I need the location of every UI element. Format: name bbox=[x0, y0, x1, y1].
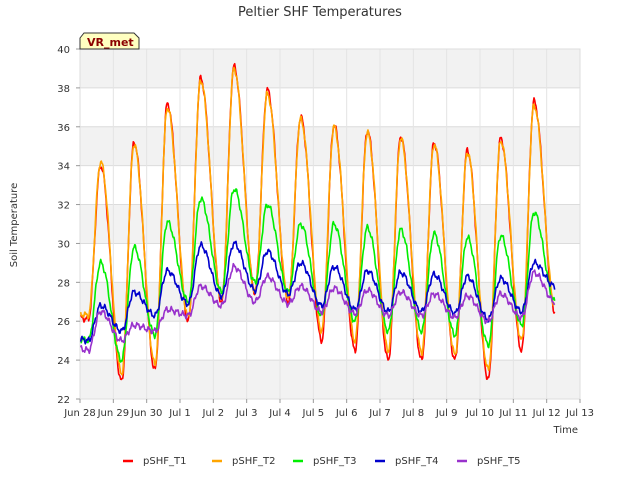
legend-label: pSHF_T1 bbox=[143, 456, 186, 467]
plot-background-bands bbox=[80, 49, 580, 399]
y-tick-label: 30 bbox=[57, 239, 70, 250]
x-tick-label: Jul 10 bbox=[465, 408, 494, 419]
x-tick-label: Jul 5 bbox=[302, 408, 325, 419]
series-line-pSHF_T5 bbox=[79, 262, 556, 355]
x-axis-ticks: Jun 28 Jun 29 Jun 30 Jul 1 Jul 2 Jul 3 Jul 4 Ju… bbox=[63, 399, 594, 419]
y-axis-ticks: 22 24 26 28 30 32 34 36 38 40 bbox=[57, 45, 80, 406]
x-tick-label: Jul 9 bbox=[435, 408, 458, 419]
site-badge: VR_met bbox=[79, 32, 140, 50]
series-line-pSHF_T4 bbox=[79, 240, 556, 345]
y-tick-label: 36 bbox=[57, 123, 70, 134]
legend-label: pSHF_T4 bbox=[395, 456, 438, 467]
x-tick-label: Jul 2 bbox=[202, 408, 225, 419]
x-tick-label: Jul 11 bbox=[498, 408, 527, 419]
y-tick-label: 22 bbox=[57, 395, 70, 406]
x-tick-label: Jun 29 bbox=[97, 408, 130, 419]
plot-band bbox=[80, 49, 580, 88]
x-tick-label: Jun 30 bbox=[130, 408, 163, 419]
x-tick-label: Jul 6 bbox=[335, 408, 358, 419]
x-axis-label: Time bbox=[553, 425, 578, 436]
y-tick-label: 26 bbox=[57, 317, 70, 328]
x-tick-label: Jul 12 bbox=[532, 408, 561, 419]
y-tick-label: 24 bbox=[57, 356, 70, 367]
site-badge-label: VR_met bbox=[87, 36, 134, 49]
legend-label: pSHF_T5 bbox=[477, 456, 520, 467]
x-tick-label: Jun 28 bbox=[63, 408, 96, 419]
y-axis-label: Soil Temperature bbox=[9, 183, 20, 268]
x-tick-label: Jul 13 bbox=[565, 408, 594, 419]
plot-band bbox=[80, 87, 580, 127]
site-badge-shape bbox=[79, 32, 140, 50]
x-tick-label: Jul 4 bbox=[268, 408, 291, 419]
plot-band bbox=[80, 360, 580, 399]
y-tick-label: 40 bbox=[57, 45, 70, 56]
series-lines bbox=[79, 62, 556, 381]
y-tick-label: 28 bbox=[57, 278, 70, 289]
legend-label: pSHF_T3 bbox=[313, 456, 356, 467]
x-tick-label: Jul 3 bbox=[235, 408, 258, 419]
plot-border bbox=[79, 48, 581, 400]
plot-band bbox=[80, 204, 580, 244]
legend: pSHF_T1 pSHF_T2 pSHF_T3 pSHF_T4 pSHF_T5 bbox=[123, 456, 520, 467]
plot-band bbox=[80, 321, 580, 361]
x-tick-label: Jul 1 bbox=[168, 408, 191, 419]
y-tick-label: 34 bbox=[57, 162, 70, 173]
legend-label: pSHF_T2 bbox=[232, 456, 275, 467]
chart-title: Peltier SHF Temperatures bbox=[238, 5, 402, 20]
y-tick-label: 38 bbox=[57, 84, 70, 95]
x-tick-label: Jul 8 bbox=[402, 408, 425, 419]
y-tick-label: 32 bbox=[57, 201, 70, 212]
x-tick-label: Jul 7 bbox=[368, 408, 391, 419]
